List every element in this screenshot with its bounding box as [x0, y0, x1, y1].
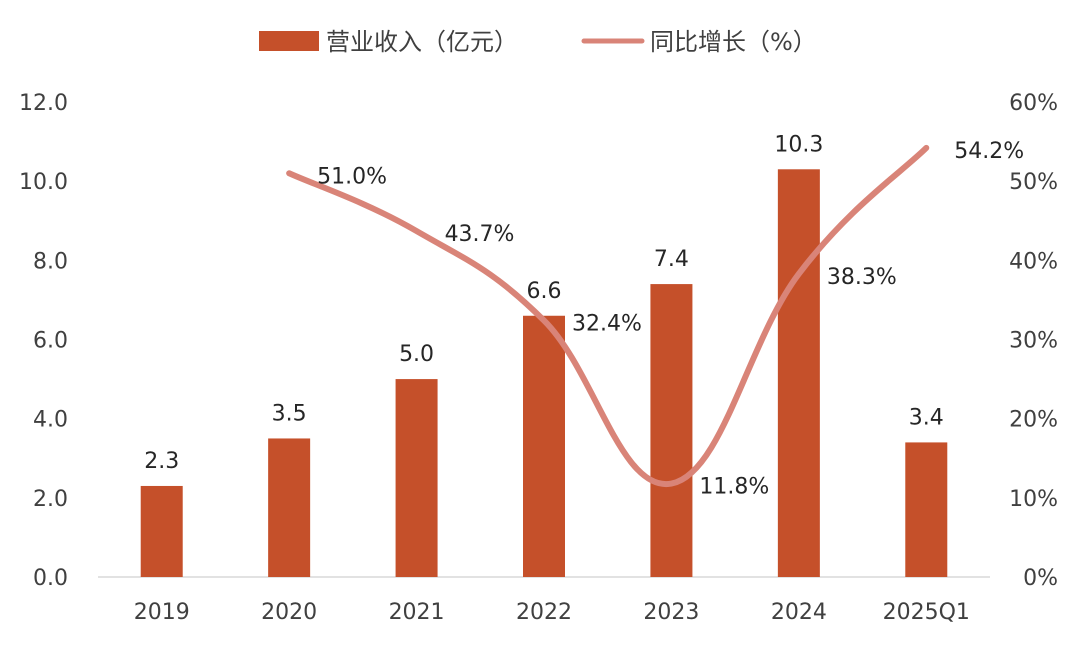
growth-data-label: 43.7%	[445, 222, 515, 247]
revenue-data-label: 3.4	[909, 405, 944, 430]
left-tick-label: 8.0	[33, 249, 68, 274]
growth-data-label: 32.4%	[572, 312, 642, 337]
revenue-data-label: 5.0	[399, 342, 434, 367]
left-axis: 0.0 2.0 4.0 6.0 8.0 10.0 12.0	[19, 91, 68, 591]
right-tick-label: 40%	[1009, 249, 1058, 274]
growth-data-label: 51.0%	[317, 164, 387, 189]
left-tick-label: 6.0	[33, 329, 68, 354]
right-tick-label: 10%	[1009, 487, 1058, 512]
right-tick-label: 60%	[1009, 91, 1058, 116]
revenue-bar	[777, 169, 820, 577]
x-tick-label: 2020	[261, 600, 317, 625]
x-tick-label: 2023	[643, 600, 699, 625]
x-tick-label: 2025Q1	[883, 600, 970, 625]
right-tick-label: 20%	[1009, 408, 1058, 433]
left-tick-label: 2.0	[33, 487, 68, 512]
growth-data-label: 11.8%	[699, 475, 769, 500]
revenue-data-label: 2.3	[144, 449, 179, 474]
revenue-bar	[140, 485, 183, 577]
legend-label-revenue: 营业收入（亿元）	[326, 28, 518, 56]
revenue-data-label: 10.3	[774, 132, 823, 157]
revenue-bar	[905, 442, 948, 577]
left-tick-label: 10.0	[19, 170, 68, 195]
right-tick-label: 0%	[1023, 566, 1058, 591]
left-tick-label: 12.0	[19, 91, 68, 116]
x-tick-label: 2019	[134, 600, 190, 625]
x-tick-label: 2024	[771, 600, 827, 625]
left-tick-label: 4.0	[33, 408, 68, 433]
revenue-data-label: 6.6	[527, 279, 562, 304]
legend-swatch-revenue	[259, 31, 319, 51]
revenue-bar	[523, 315, 565, 577]
growth-data-label: 38.3%	[827, 265, 897, 290]
right-axis: 0% 10% 20% 30% 40% 50% 60%	[1009, 91, 1058, 591]
legend: 营业收入（亿元） 同比增长（%）	[259, 28, 817, 56]
revenue-data-label: 3.5	[272, 401, 307, 426]
revenue-data-label: 7.4	[654, 247, 689, 272]
right-tick-label: 30%	[1009, 329, 1058, 354]
right-tick-label: 50%	[1009, 170, 1058, 195]
left-tick-label: 0.0	[33, 566, 68, 591]
growth-line	[286, 144, 930, 487]
x-axis: 2019 2020 2021 2022 2023 2024 2025Q1	[134, 600, 970, 625]
revenue-bar	[650, 284, 693, 577]
x-tick-label: 2021	[389, 600, 445, 625]
growth-data-labels: 51.0% 43.7% 32.4% 11.8% 38.3% 54.2%	[317, 139, 1024, 500]
legend-label-growth: 同比增长（%）	[650, 28, 817, 56]
revenue-data-labels: 2.3 3.5 5.0 6.6 7.4 10.3 3.4	[144, 132, 944, 474]
revenue-bar	[395, 379, 438, 577]
revenue-bars	[140, 169, 948, 577]
x-tick-label: 2022	[516, 600, 572, 625]
growth-data-label: 54.2%	[954, 139, 1024, 164]
revenue-bar	[268, 438, 311, 577]
